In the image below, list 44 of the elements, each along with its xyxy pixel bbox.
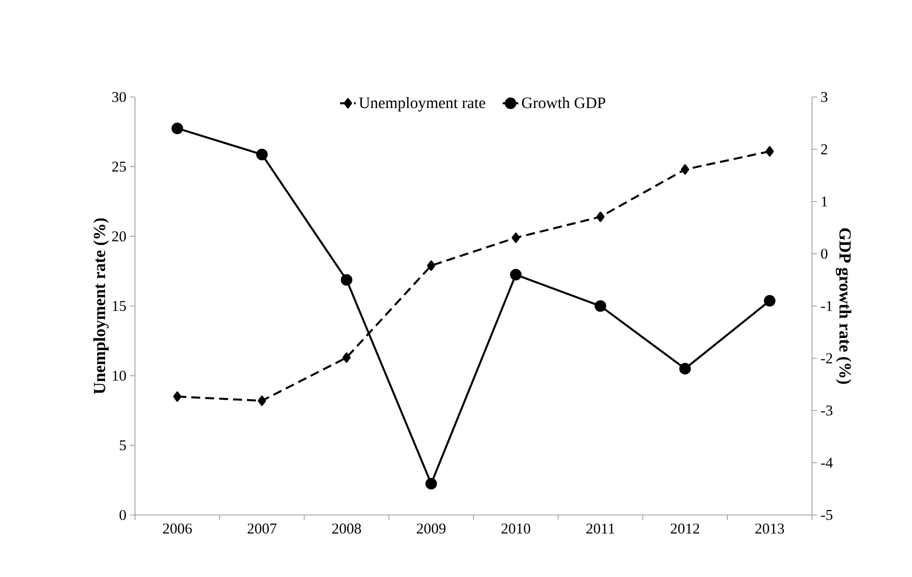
x-tick-label: 2010 [502,524,530,534]
point [594,300,606,312]
y2-tick-label: -2 [821,353,832,364]
x-tick-label: 2011 [586,524,614,534]
y2-tick-label: -5 [821,510,832,520]
y-tick-label: 30 [112,92,126,102]
x-tick-label: 2007 [248,524,276,534]
legend-label: Unemployment rate [359,96,486,112]
x-tick-label: 2013 [755,524,784,534]
y2-axis-title: GDP growth rate (%) [836,228,852,384]
point [342,352,351,363]
y2-tick-label: -4 [821,458,833,468]
y-tick-label: 20 [112,231,126,242]
x-tick-label: 2008 [332,524,361,534]
point [340,274,352,286]
point [427,260,436,271]
legend-label: Growth GDP [522,96,606,108]
point [258,396,266,406]
point [173,391,182,402]
point [764,294,776,307]
y-tick-label: 5 [120,440,126,450]
point [512,232,520,243]
point [510,268,522,280]
y2-tick-label: 2 [821,144,828,154]
y2-tick-label: 1 [822,196,828,206]
y-tick-label: 10 [112,370,126,381]
point [766,146,774,157]
x-tick-label: 2012 [670,524,700,534]
y-tick-label: 0 [120,510,126,520]
y-axis-title: Unemployment rate (%) [93,218,109,394]
point [679,362,691,374]
point [596,212,605,222]
y2-tick-label: 3 [821,92,828,102]
point [172,122,184,134]
y2-tick-label: -3 [821,405,832,416]
point [425,478,437,490]
x-tick-label: 2006 [163,524,192,534]
y-tick-label: 25 [112,162,126,172]
x-tick-label: 2009 [416,524,446,534]
point [256,148,268,160]
y2-tick-label: -1 [821,301,832,311]
point [680,164,690,175]
y2-tick-label: 0 [821,248,828,259]
y-tick-label: 15 [112,301,126,311]
